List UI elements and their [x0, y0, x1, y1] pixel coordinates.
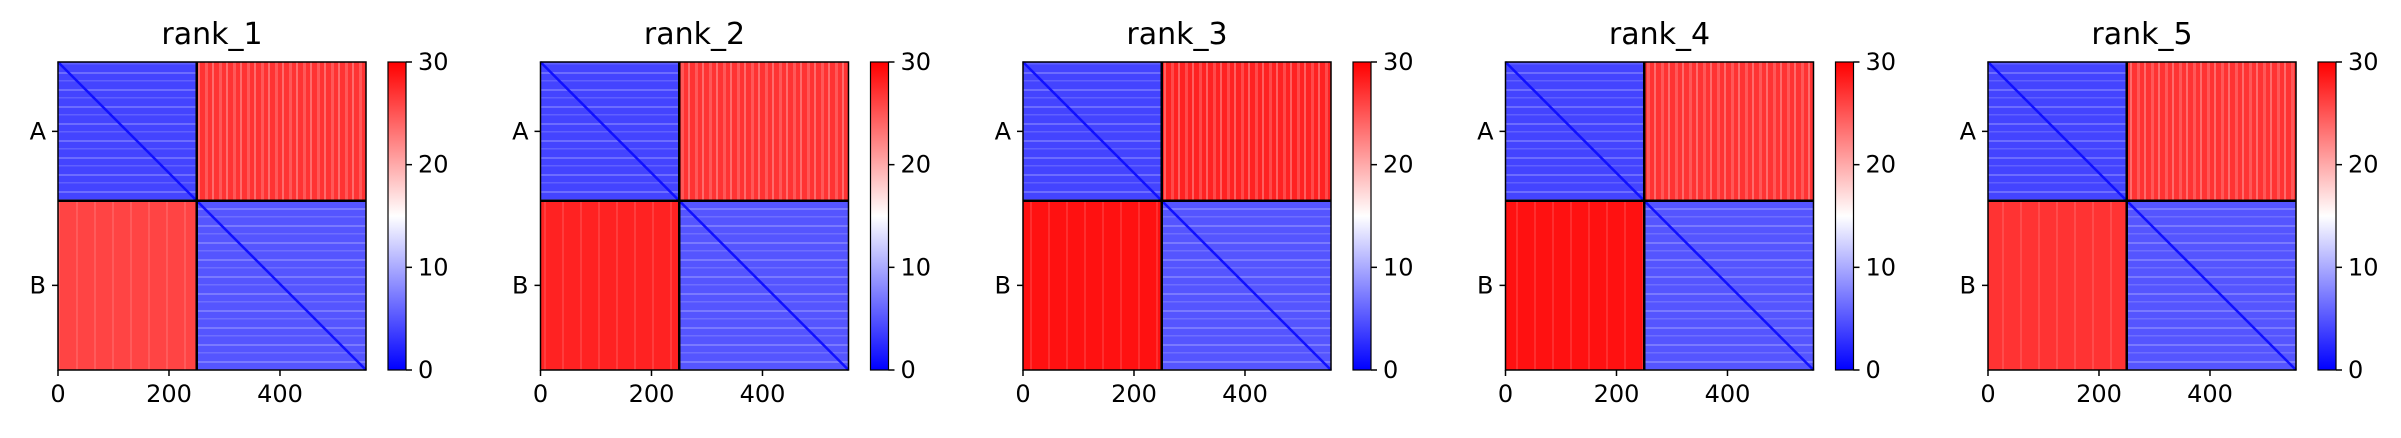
diagonal-line-a [57, 61, 198, 202]
heatmap-frame [539, 61, 850, 371]
y-tick-label: A [1477, 117, 1494, 145]
colorbar-tick-label: 10 [1383, 253, 1414, 281]
y-tick-label: B [1960, 271, 1976, 299]
x-tick-label: 0 [1498, 380, 1513, 408]
x-tick-label: 400 [1222, 380, 1268, 408]
colorbar-tick-label: 20 [1866, 151, 1897, 179]
heatmap-frame [1022, 61, 1332, 371]
block-texture [1161, 62, 1331, 201]
x-tick-label: 200 [1111, 380, 1157, 408]
colorbar-tick-label: 30 [418, 48, 449, 76]
colorbar [869, 61, 890, 371]
block-texture [2126, 62, 2296, 201]
colorbar-tick-label: 10 [418, 253, 449, 281]
x-tick-label: 0 [1015, 380, 1030, 408]
diagonal-line-b [678, 199, 850, 371]
x-tick-label: 400 [740, 380, 786, 408]
panel-title: rank_2 [644, 17, 745, 52]
x-tick-label: 0 [533, 380, 548, 408]
pae-panel-5: rank_5 A B 0 200 400 0 10 20 30 [1960, 17, 2379, 408]
colorbar-tick-label: 0 [901, 356, 916, 384]
colorbar [387, 61, 407, 371]
x-tick-label: 200 [629, 380, 675, 408]
colorbar-tick-label: 30 [1383, 48, 1414, 76]
x-tick-label: 0 [50, 380, 65, 408]
block-texture [58, 200, 197, 370]
diagonal-line-a [1504, 61, 1646, 202]
colorbar-tick-label: 30 [1866, 48, 1897, 76]
block-texture [196, 62, 366, 201]
diagonal-line-a [1987, 61, 2128, 202]
block-texture [1644, 62, 1814, 201]
heatmap-frame [1987, 61, 2297, 371]
y-tick-label: A [995, 117, 1012, 145]
diagonal-line-a [539, 61, 681, 202]
pae-panel-4: rank_4 A B 0 200 400 0 10 20 30 [1477, 17, 1896, 408]
block-texture [540, 200, 680, 370]
diagonal-line-a [1022, 61, 1163, 202]
block-texture [1988, 200, 2127, 370]
colorbar-tick-label: 20 [1383, 151, 1414, 179]
y-tick-label: A [30, 117, 47, 145]
colorbar-tick-label: 10 [901, 253, 932, 281]
colorbar-tick-label: 0 [418, 356, 433, 384]
colorbar-tick-label: 0 [1383, 356, 1398, 384]
colorbar-tick-label: 10 [1866, 253, 1897, 281]
y-tick-label: A [512, 117, 529, 145]
panel-title: rank_4 [1609, 17, 1710, 52]
panel-title: rank_3 [1126, 17, 1227, 52]
colorbar-tick-label: 30 [2348, 48, 2379, 76]
x-tick-label: 200 [146, 380, 192, 408]
panel-title: rank_1 [161, 17, 262, 52]
colorbar [2317, 61, 2337, 371]
x-tick-label: 400 [1705, 380, 1751, 408]
colorbar [1834, 61, 1855, 371]
diagonal-line-b [1643, 199, 1815, 371]
colorbar-tick-label: 10 [2348, 253, 2379, 281]
x-tick-label: 400 [257, 380, 303, 408]
diagonal-line-b [1160, 199, 1332, 371]
y-tick-label: B [995, 271, 1011, 299]
y-tick-label: B [30, 271, 46, 299]
block-texture [1505, 200, 1645, 370]
colorbar [1352, 61, 1372, 371]
pae-panel-3: rank_3 A B 0 200 400 0 10 20 30 [995, 17, 1414, 408]
y-tick-label: A [1960, 117, 1977, 145]
colorbar-tick-label: 30 [901, 48, 932, 76]
y-tick-label: B [1477, 271, 1493, 299]
block-texture [1023, 200, 1162, 370]
x-tick-label: 200 [2076, 380, 2122, 408]
y-tick-label: B [512, 271, 528, 299]
heatmap-frame [57, 61, 367, 371]
x-tick-label: 0 [1980, 380, 1995, 408]
colorbar-tick-label: 20 [2348, 151, 2379, 179]
panel-title: rank_5 [2091, 17, 2192, 52]
x-tick-label: 200 [1594, 380, 1640, 408]
colorbar-tick-label: 20 [901, 151, 932, 179]
diagonal-line-b [2125, 199, 2297, 371]
pae-panel-1: rank_1 A B 0 200 400 0 10 20 30 [30, 17, 449, 408]
colorbar-tick-label: 0 [2348, 356, 2363, 384]
diagonal-line-b [195, 199, 367, 371]
pae-panel-2: rank_2 A B 0 200 400 0 10 20 30 [512, 17, 931, 408]
heatmap-frame [1504, 61, 1815, 371]
block-texture [679, 62, 849, 201]
colorbar-tick-label: 20 [418, 151, 449, 179]
colorbar-tick-label: 0 [1866, 356, 1881, 384]
x-tick-label: 400 [2187, 380, 2233, 408]
